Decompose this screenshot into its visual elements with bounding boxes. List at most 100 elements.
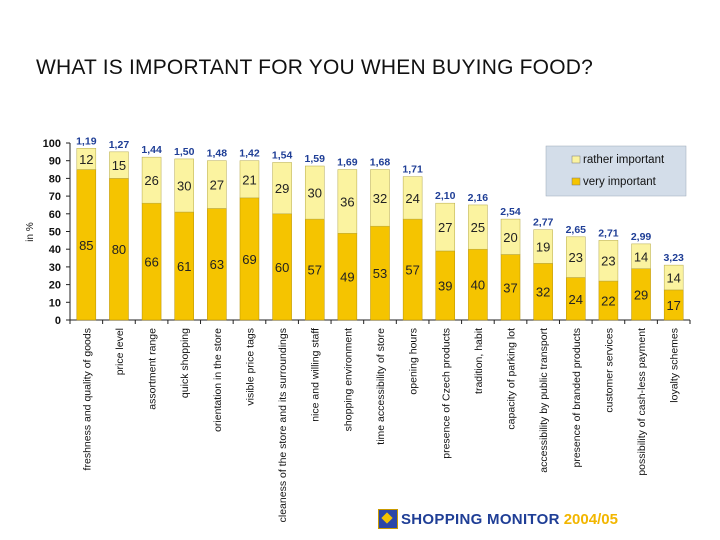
value-label-very-important: 24 bbox=[569, 292, 583, 307]
value-label-rather-important: 15 bbox=[112, 158, 126, 173]
value-label-rather-important: 12 bbox=[79, 152, 93, 167]
value-label-rather-important: 27 bbox=[438, 220, 452, 235]
value-label-very-important: 61 bbox=[177, 259, 191, 274]
value-label-rather-important: 26 bbox=[144, 173, 158, 188]
average-score-label: 2,65 bbox=[566, 224, 587, 236]
y-tick-label: 20 bbox=[49, 280, 61, 292]
shopping-monitor-logo: SHOPPING MONITOR 2004/05 bbox=[378, 508, 620, 530]
value-label-very-important: 57 bbox=[405, 263, 419, 278]
bar-rather-important bbox=[207, 160, 227, 209]
value-label-rather-important: 23 bbox=[601, 254, 615, 269]
y-tick-label: 90 bbox=[49, 156, 61, 168]
value-label-very-important: 69 bbox=[242, 252, 256, 267]
value-label-very-important: 49 bbox=[340, 270, 354, 285]
y-tick-label: 10 bbox=[49, 297, 61, 309]
average-score-label: 2,16 bbox=[468, 192, 489, 204]
value-label-rather-important: 30 bbox=[177, 178, 191, 193]
value-label-very-important: 17 bbox=[666, 298, 680, 313]
value-label-very-important: 29 bbox=[634, 287, 648, 302]
average-score-label: 1,54 bbox=[272, 149, 293, 161]
value-label-rather-important: 20 bbox=[503, 230, 517, 245]
bar-rather-important bbox=[337, 169, 358, 234]
bar-rather-important bbox=[598, 240, 619, 282]
y-tick-label: 50 bbox=[49, 227, 61, 239]
category-label: assortment range bbox=[147, 328, 159, 410]
value-label-very-important: 57 bbox=[308, 263, 322, 278]
legend-swatch-very-important bbox=[571, 177, 581, 186]
bar-rather-important bbox=[663, 264, 684, 291]
bar-rather-important bbox=[76, 148, 97, 170]
y-tick-label: 100 bbox=[43, 138, 61, 150]
category-label: possibility of cash-less payment bbox=[636, 328, 648, 476]
value-label-rather-important: 25 bbox=[471, 220, 485, 235]
bar-rather-important bbox=[174, 158, 194, 213]
bar-rather-important bbox=[370, 169, 390, 227]
value-label-rather-important: 29 bbox=[275, 181, 289, 196]
average-score-label: 1,50 bbox=[174, 146, 195, 158]
category-label: presence of Czech products bbox=[440, 328, 452, 459]
average-score-label: 2,77 bbox=[533, 217, 554, 229]
average-score-label: 3,23 bbox=[663, 252, 684, 264]
logo-icon bbox=[378, 509, 398, 529]
logo-brand: SHOPPING MONITOR bbox=[401, 510, 560, 528]
y-tick-label: 70 bbox=[49, 191, 61, 203]
average-score-label: 1,48 bbox=[207, 148, 228, 160]
category-label: freshness and quality of goods bbox=[81, 328, 93, 470]
legend-box bbox=[545, 145, 687, 197]
bar-rather-important bbox=[304, 165, 325, 220]
average-score-label: 2,71 bbox=[598, 227, 619, 239]
y-tick-label: 40 bbox=[49, 244, 61, 256]
average-score-label: 1,68 bbox=[370, 157, 391, 169]
bar-rather-important bbox=[533, 229, 553, 264]
bar-rather-important bbox=[141, 156, 162, 204]
value-label-very-important: 39 bbox=[438, 278, 452, 293]
average-score-label: 1,44 bbox=[141, 144, 162, 156]
bar-rather-important bbox=[402, 176, 423, 220]
value-label-rather-important: 14 bbox=[666, 271, 680, 286]
value-label-rather-important: 19 bbox=[536, 240, 550, 255]
category-label: capacity of parking lot bbox=[506, 328, 518, 430]
average-score-label: 1,69 bbox=[337, 157, 358, 169]
value-label-rather-important: 36 bbox=[340, 194, 354, 209]
legend-swatch-rather-important bbox=[571, 155, 581, 164]
value-label-very-important: 63 bbox=[210, 257, 224, 272]
bar-rather-important bbox=[239, 160, 260, 199]
category-label: accessibility by public transport bbox=[538, 328, 550, 473]
y-axis-label: in % bbox=[25, 222, 36, 242]
category-label: opening hours bbox=[408, 328, 420, 395]
logo-years: 2004/05 bbox=[563, 510, 618, 528]
value-label-rather-important: 27 bbox=[210, 178, 224, 193]
category-label: presence of branded products bbox=[571, 328, 583, 468]
value-label-rather-important: 24 bbox=[405, 191, 419, 206]
category-label: customer services bbox=[603, 328, 615, 413]
legend-label-rather-important: rather important bbox=[583, 154, 665, 166]
bar-rather-important bbox=[566, 236, 586, 278]
value-label-rather-important: 23 bbox=[569, 250, 583, 265]
chart-title: WHAT IS IMPORTANT FOR YOU WHEN BUYING FO… bbox=[36, 56, 593, 79]
category-label: orientation in the store bbox=[212, 328, 224, 432]
y-tick-label: 30 bbox=[49, 262, 61, 274]
y-tick-label: 80 bbox=[49, 173, 61, 185]
value-label-very-important: 22 bbox=[601, 294, 615, 309]
value-label-very-important: 40 bbox=[471, 278, 485, 293]
value-label-very-important: 60 bbox=[275, 260, 289, 275]
bar-rather-important bbox=[109, 151, 129, 179]
value-label-rather-important: 21 bbox=[242, 172, 256, 187]
average-score-label: 1,71 bbox=[402, 164, 423, 176]
value-label-very-important: 32 bbox=[536, 285, 550, 300]
value-label-very-important: 53 bbox=[373, 266, 387, 281]
average-score-label: 1,19 bbox=[76, 135, 97, 147]
category-label: price level bbox=[114, 328, 126, 375]
value-label-very-important: 37 bbox=[503, 280, 517, 295]
category-label: loyalty schemes bbox=[669, 328, 681, 403]
value-label-very-important: 66 bbox=[144, 255, 158, 270]
bar-rather-important bbox=[500, 218, 521, 255]
value-label-rather-important: 30 bbox=[308, 186, 322, 201]
value-label-very-important: 80 bbox=[112, 242, 126, 257]
bar-rather-important bbox=[435, 202, 456, 252]
category-label: quick shopping bbox=[179, 328, 191, 398]
average-score-label: 1,42 bbox=[239, 148, 260, 160]
category-label: nice and willing staff bbox=[310, 328, 322, 422]
bar-rather-important bbox=[631, 243, 651, 269]
